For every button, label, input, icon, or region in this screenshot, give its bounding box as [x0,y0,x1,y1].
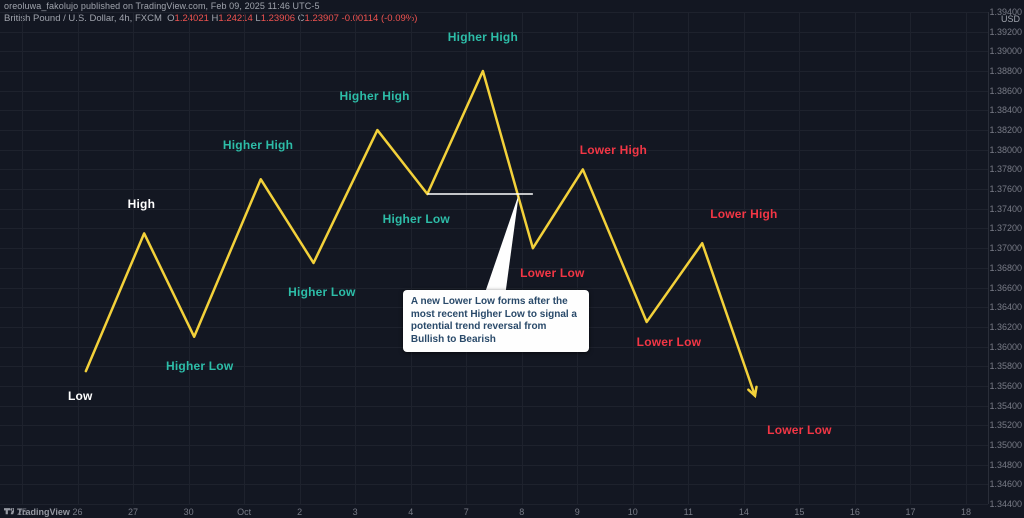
tradingview-watermark: TradingView [4,507,70,517]
y-tick: 1.38000 [988,145,1022,155]
y-tick: 1.37200 [988,223,1022,233]
y-tick: 1.38400 [988,105,1022,115]
y-tick: 1.34800 [988,460,1022,470]
price-axis[interactable]: USD 1.344001.346001.348001.350001.352001… [988,12,1024,504]
y-tick: 1.35600 [988,381,1022,391]
x-tick: 7 [464,507,469,517]
swing-label: Higher High [448,30,518,44]
swing-label: Higher Low [383,212,450,226]
callout-pointer-icon [486,194,519,290]
swing-label: Higher High [223,138,293,152]
x-tick: 27 [128,507,138,517]
x-tick: 8 [519,507,524,517]
y-tick: 1.37600 [988,184,1022,194]
x-tick: 3 [353,507,358,517]
swing-label: High [128,197,155,211]
y-tick: 1.37800 [988,164,1022,174]
swing-label: Lower Low [767,423,831,437]
callout-box: A new Lower Low forms after the most rec… [403,290,589,352]
y-tick: 1.35800 [988,361,1022,371]
x-tick: 9 [575,507,580,517]
chart-area[interactable]: A new Lower Low forms after the most rec… [0,12,988,504]
x-tick: 14 [739,507,749,517]
y-tick: 1.34600 [988,479,1022,489]
publish-text: oreoluwa_fakolujo published on TradingVi… [4,1,320,11]
y-tick: 1.37000 [988,243,1022,253]
x-tick: 17 [905,507,915,517]
y-tick: 1.38800 [988,66,1022,76]
y-tick: 1.36200 [988,322,1022,332]
x-tick: 30 [184,507,194,517]
y-tick: 1.35400 [988,401,1022,411]
y-tick: 1.38200 [988,125,1022,135]
x-tick: 11 [684,507,693,517]
x-tick: Oct [237,507,251,517]
x-tick: 16 [850,507,860,517]
x-tick: 10 [628,507,638,517]
x-tick: 15 [794,507,804,517]
tradingview-logo-icon [4,507,14,517]
swing-label: Higher Low [166,359,233,373]
swing-label: Lower High [710,207,777,221]
x-tick: 4 [408,507,413,517]
y-tick: 1.36600 [988,283,1022,293]
y-tick: 1.35000 [988,440,1022,450]
publish-bar: oreoluwa_fakolujo published on TradingVi… [0,0,1024,12]
swing-label: Lower Low [637,335,701,349]
callout-text: A new Lower Low forms after the most rec… [411,296,577,345]
y-tick: 1.36000 [988,342,1022,352]
y-tick: 1.38600 [988,86,1022,96]
y-tick: 1.39400 [988,7,1022,17]
x-tick: 2 [297,507,302,517]
y-tick: 1.34400 [988,499,1022,509]
x-tick: 18 [961,507,971,517]
y-tick: 1.37400 [988,204,1022,214]
y-tick: 1.35200 [988,420,1022,430]
y-tick: 1.39000 [988,46,1022,56]
y-tick: 1.36400 [988,302,1022,312]
chart-svg [0,12,988,504]
y-tick: 1.39200 [988,27,1022,37]
x-tick: 26 [73,507,83,517]
swing-label: Higher Low [288,285,355,299]
swing-label: Lower Low [520,266,584,280]
y-tick: 1.36800 [988,263,1022,273]
watermark-text: TradingView [17,507,70,517]
swing-label: Higher High [340,89,410,103]
time-axis[interactable]: 25262730Oct23478910111415161718 [0,504,988,518]
swing-label: Low [68,389,93,403]
swing-label: Lower High [580,143,647,157]
